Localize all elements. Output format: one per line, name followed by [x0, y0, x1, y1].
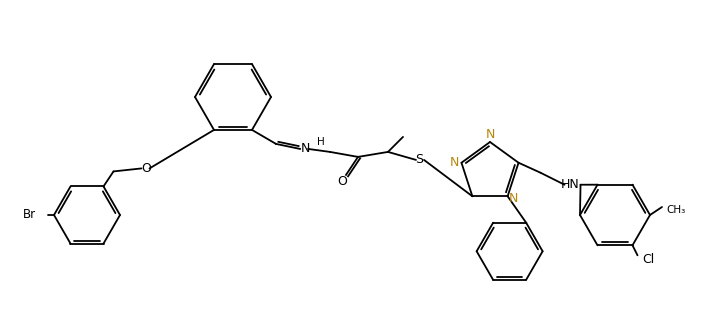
Text: O: O	[142, 162, 152, 175]
Text: HN: HN	[561, 178, 580, 191]
Text: S: S	[415, 153, 423, 166]
Text: CH₃: CH₃	[666, 205, 686, 215]
Text: N: N	[509, 192, 518, 205]
Text: H: H	[317, 137, 325, 147]
Text: Cl: Cl	[642, 253, 654, 266]
Text: N: N	[450, 156, 459, 169]
Text: N: N	[486, 129, 495, 142]
Text: O: O	[337, 175, 347, 188]
Text: Br: Br	[23, 209, 36, 221]
Text: N: N	[301, 143, 310, 155]
